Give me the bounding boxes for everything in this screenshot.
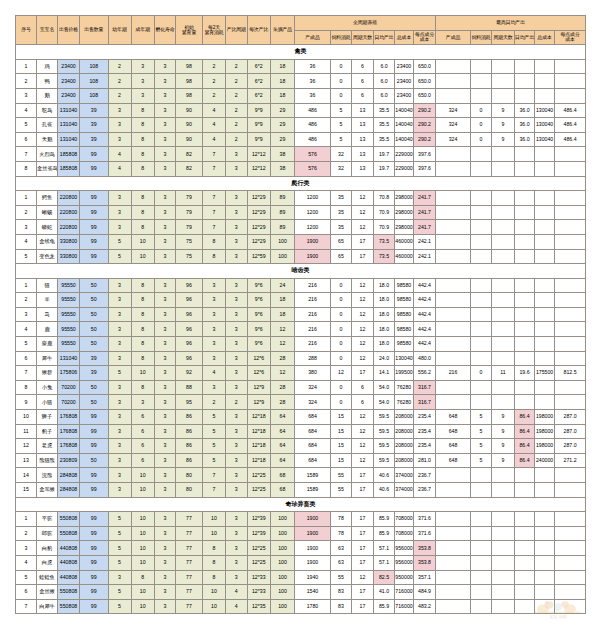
svg-text:宝宝 游戏: 宝宝 游戏 (549, 614, 566, 619)
